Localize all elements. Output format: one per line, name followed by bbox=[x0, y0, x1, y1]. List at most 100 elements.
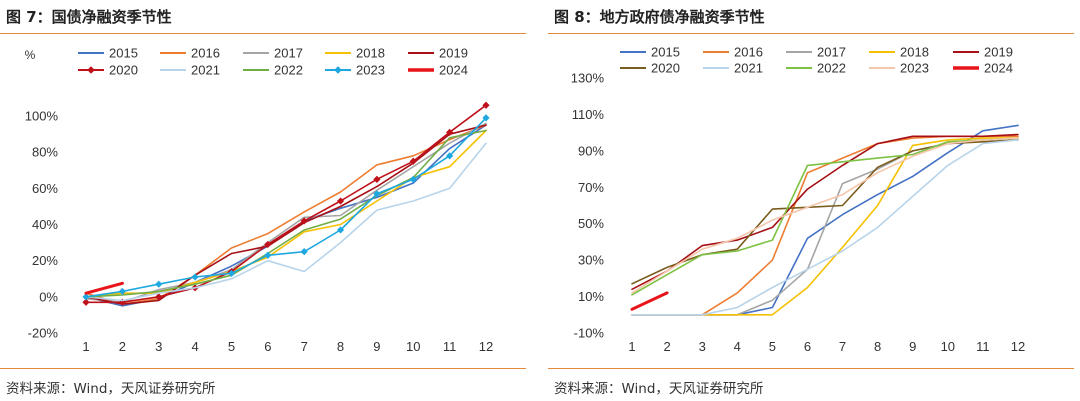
legend-item-2023: 2023 bbox=[325, 63, 385, 78]
legend-label: 2022 bbox=[817, 61, 846, 76]
x-tick-label: 4 bbox=[191, 339, 198, 354]
series-line bbox=[631, 139, 1019, 316]
legend-label: 2021 bbox=[191, 63, 220, 78]
y-tick-label: 40% bbox=[32, 217, 58, 232]
y-tick-label: 100% bbox=[25, 109, 59, 124]
legend-label: 2015 bbox=[109, 46, 138, 61]
series-line bbox=[631, 133, 1019, 291]
x-tick-label: 5 bbox=[228, 339, 235, 354]
legend-label: 2021 bbox=[734, 61, 763, 76]
y-tick-label: 50% bbox=[578, 216, 604, 231]
legend-label: 2018 bbox=[356, 46, 385, 61]
legend-item-2024: 2024 bbox=[408, 63, 468, 78]
series-2016 bbox=[85, 124, 487, 305]
legend-item-2021: 2021 bbox=[703, 61, 763, 76]
legend-item-2019: 2019 bbox=[408, 46, 468, 61]
legend-item-2018: 2018 bbox=[325, 46, 385, 61]
top-divider bbox=[0, 33, 526, 34]
data-point bbox=[482, 101, 490, 109]
chart-title: 图 8：地方政府债净融资季节性 bbox=[554, 8, 765, 26]
x-tick-label: 10 bbox=[406, 339, 420, 354]
data-point bbox=[118, 287, 126, 296]
series-2023 bbox=[82, 114, 490, 301]
y-tick-label: -10% bbox=[574, 326, 605, 341]
series-2018 bbox=[85, 129, 487, 298]
x-tick-label: 1 bbox=[82, 339, 89, 354]
series-2024 bbox=[84, 281, 124, 295]
legend-marker bbox=[87, 66, 95, 74]
x-tick-label: 9 bbox=[909, 339, 916, 354]
legend-label: 2020 bbox=[651, 61, 680, 76]
series-line bbox=[85, 142, 487, 302]
series-2019 bbox=[85, 124, 487, 305]
x-tick-label: 2 bbox=[119, 339, 126, 354]
data-point bbox=[409, 157, 417, 165]
legend-item-2020: 2020 bbox=[620, 61, 680, 76]
legend-item-2017: 2017 bbox=[786, 45, 846, 60]
data-point bbox=[191, 273, 199, 281]
y-tick-label: 130% bbox=[571, 71, 605, 86]
legend-label: 2023 bbox=[356, 63, 385, 78]
legend-label: 2022 bbox=[274, 63, 303, 78]
series-2021 bbox=[85, 142, 487, 302]
x-tick-label: 7 bbox=[839, 339, 846, 354]
data-point bbox=[373, 190, 381, 198]
top-divider bbox=[548, 33, 1074, 34]
series-2015 bbox=[631, 124, 1019, 316]
legend-item-2021: 2021 bbox=[160, 63, 220, 78]
y-tick-label: 20% bbox=[32, 253, 58, 268]
series-line bbox=[631, 137, 1019, 296]
legend-label: 2023 bbox=[900, 61, 929, 76]
legend-label: 2017 bbox=[817, 45, 846, 60]
data-point bbox=[264, 251, 272, 259]
legend-item-2023: 2023 bbox=[869, 61, 929, 76]
series-line bbox=[85, 129, 487, 298]
series-line bbox=[631, 137, 1019, 294]
data-point bbox=[446, 128, 454, 136]
legend-label: 2019 bbox=[439, 46, 468, 61]
series-2021 bbox=[631, 139, 1019, 316]
y-tick-label: 90% bbox=[578, 143, 604, 158]
series-line bbox=[631, 124, 1019, 316]
chart-panel-local-gov: 图 8：地方政府债净融资季节性 -10% 10% 30% 50% 70% 90% 110% 1… bbox=[548, 0, 1080, 401]
legend-item-2019: 2019 bbox=[953, 45, 1013, 60]
data-point bbox=[446, 152, 454, 160]
legend-label: 2024 bbox=[984, 61, 1013, 76]
data-point bbox=[155, 280, 163, 288]
x-tick-label: 5 bbox=[769, 339, 776, 354]
y-tick-label: 10% bbox=[578, 289, 604, 304]
y-tick-label: 80% bbox=[32, 145, 58, 160]
data-point bbox=[336, 197, 345, 205]
legend-item-2015: 2015 bbox=[620, 45, 680, 60]
x-tick-label: 12 bbox=[479, 339, 493, 354]
legend-item-2017: 2017 bbox=[243, 46, 303, 61]
x-tick-label: 3 bbox=[155, 339, 162, 354]
legend-item-2016: 2016 bbox=[703, 45, 763, 60]
x-tick-label: 6 bbox=[264, 339, 271, 354]
series-line bbox=[85, 117, 487, 298]
legend-item-2018: 2018 bbox=[869, 45, 929, 60]
x-tick-label: 4 bbox=[734, 339, 741, 354]
source-note: 资料来源：Wind，天风证券研究所 bbox=[554, 381, 764, 397]
legend-item-2024: 2024 bbox=[953, 61, 1013, 76]
legend-item-2022: 2022 bbox=[243, 63, 303, 78]
y-tick-label: 30% bbox=[578, 253, 604, 268]
x-tick-label: 12 bbox=[1011, 339, 1025, 354]
x-tick-label: 2 bbox=[663, 339, 670, 354]
data-point bbox=[482, 114, 490, 122]
legend-label: 2017 bbox=[274, 46, 303, 61]
data-point bbox=[300, 217, 308, 225]
x-tick-label: 10 bbox=[941, 339, 955, 354]
y-tick-label: 110% bbox=[572, 107, 605, 122]
x-tick-label: 8 bbox=[337, 339, 344, 354]
legend-label: 2019 bbox=[984, 45, 1013, 60]
x-tick-label: 9 bbox=[373, 339, 380, 354]
source-note: 资料来源：Wind，天风证券研究所 bbox=[6, 381, 216, 397]
treasury-net-financing-chart: %-20%0%20%40%60%80%100%1 2 3 4 5 6 7 8 9 10 11 1220… bbox=[25, 46, 494, 355]
x-tick-label: 8 bbox=[874, 339, 881, 354]
legend-item-2015: 2015 bbox=[78, 46, 138, 61]
x-tick-label: 11 bbox=[976, 339, 990, 354]
series-line bbox=[85, 124, 487, 305]
x-tick-label: 3 bbox=[699, 339, 706, 354]
legend-label: 2015 bbox=[651, 45, 680, 60]
